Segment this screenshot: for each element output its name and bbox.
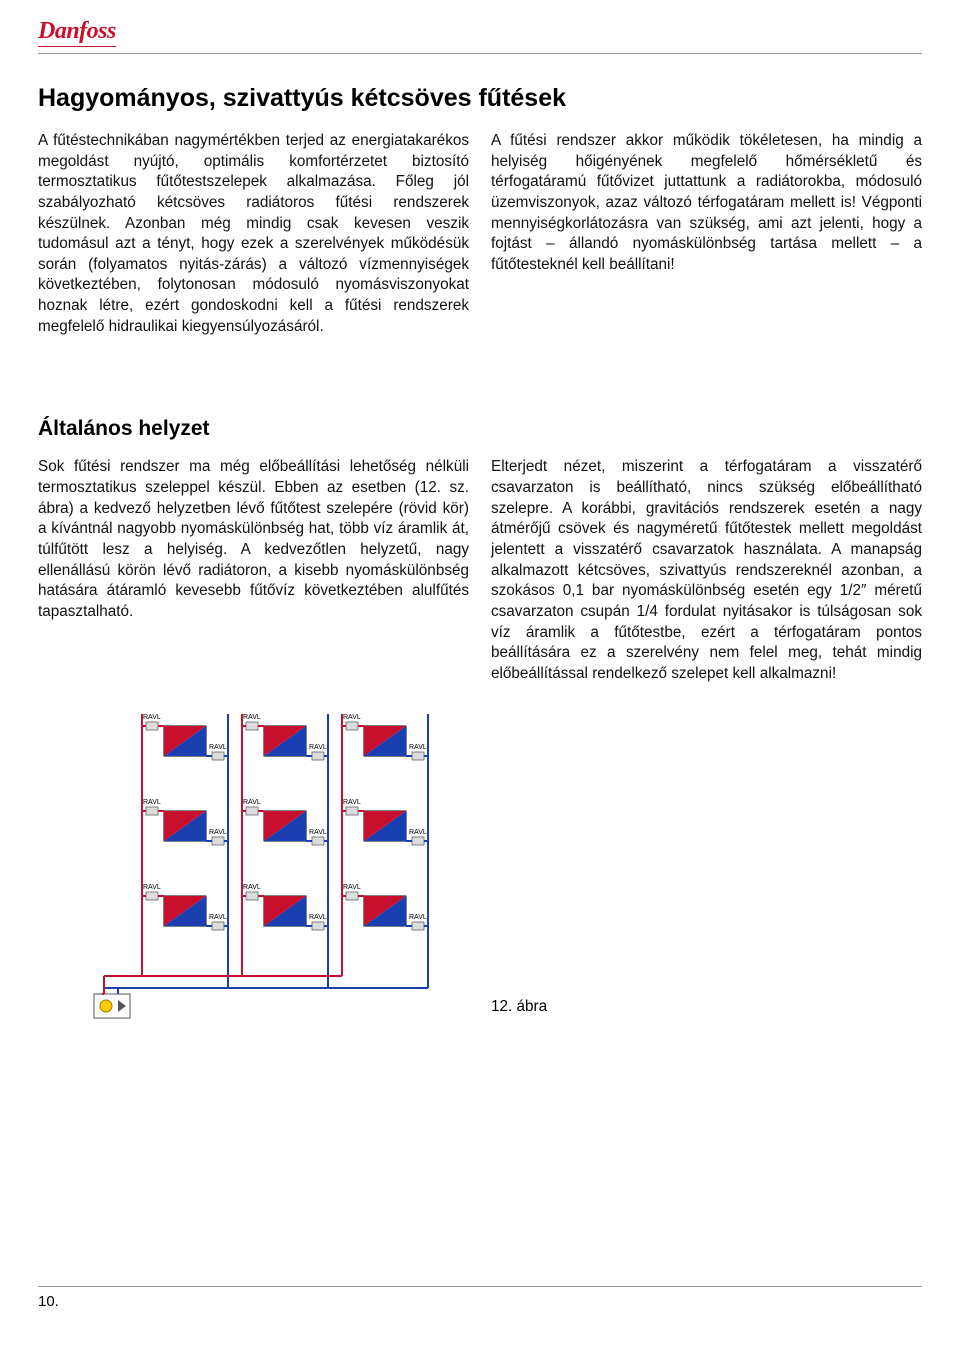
svg-text:RAVL: RAVL bbox=[343, 884, 361, 891]
svg-text:RAVL: RAVL bbox=[143, 884, 161, 891]
heating-schematic-svg: RAVL RAVL RAVL RAVL RAVL RAVL RAVL RAVL RAVL RAVL… bbox=[74, 696, 434, 1026]
svg-text:RAVL: RAVL bbox=[409, 744, 427, 751]
section1-title: Hagyományos, szivattyús kétcsöves fűtése… bbox=[38, 84, 922, 113]
section1-left-text: A fűtéstechnikában nagymértékben terjed … bbox=[38, 131, 469, 337]
figure-caption: 12. ábra bbox=[491, 998, 922, 1026]
section2-right-text: Elterjedt nézet, miszerint a térfogatára… bbox=[491, 457, 922, 684]
section1-right-text: A fűtési rendszer akkor működik tökélete… bbox=[491, 131, 922, 337]
svg-text:RAVL: RAVL bbox=[409, 914, 427, 921]
svg-text:RAVL: RAVL bbox=[209, 744, 227, 751]
svg-text:RAVL: RAVL bbox=[309, 829, 327, 836]
svg-text:RAVL: RAVL bbox=[143, 714, 161, 721]
svg-text:RAVL: RAVL bbox=[309, 744, 327, 751]
section2-columns: Sok fűtési rendszer ma még előbeállítási… bbox=[38, 457, 922, 684]
svg-text:RAVL: RAVL bbox=[243, 884, 261, 891]
section1-columns: A fűtéstechnikában nagymértékben terjed … bbox=[38, 131, 922, 337]
svg-text:RAVL: RAVL bbox=[209, 914, 227, 921]
section2-title: Általános helyzet bbox=[38, 417, 922, 441]
svg-text:RAVL: RAVL bbox=[343, 799, 361, 806]
brand-logo: Danfoss bbox=[38, 18, 116, 47]
figure-row: RAVL RAVL RAVL RAVL RAVL RAVL RAVL RAVL RAVL RAVL… bbox=[38, 696, 922, 1026]
page-number: 10. bbox=[38, 1286, 922, 1310]
svg-text:RAVL: RAVL bbox=[243, 799, 261, 806]
svg-text:RAVL: RAVL bbox=[343, 714, 361, 721]
svg-text:RAVL: RAVL bbox=[309, 914, 327, 921]
section2-left-text: Sok fűtési rendszer ma még előbeállítási… bbox=[38, 457, 469, 684]
svg-text:RAVL: RAVL bbox=[409, 829, 427, 836]
svg-text:RAVL: RAVL bbox=[209, 829, 227, 836]
svg-text:RAVL: RAVL bbox=[143, 799, 161, 806]
figure-diagram: RAVL RAVL RAVL RAVL RAVL RAVL RAVL RAVL RAVL RAVL… bbox=[38, 696, 469, 1026]
svg-text:RAVL: RAVL bbox=[243, 714, 261, 721]
top-divider bbox=[38, 53, 922, 54]
